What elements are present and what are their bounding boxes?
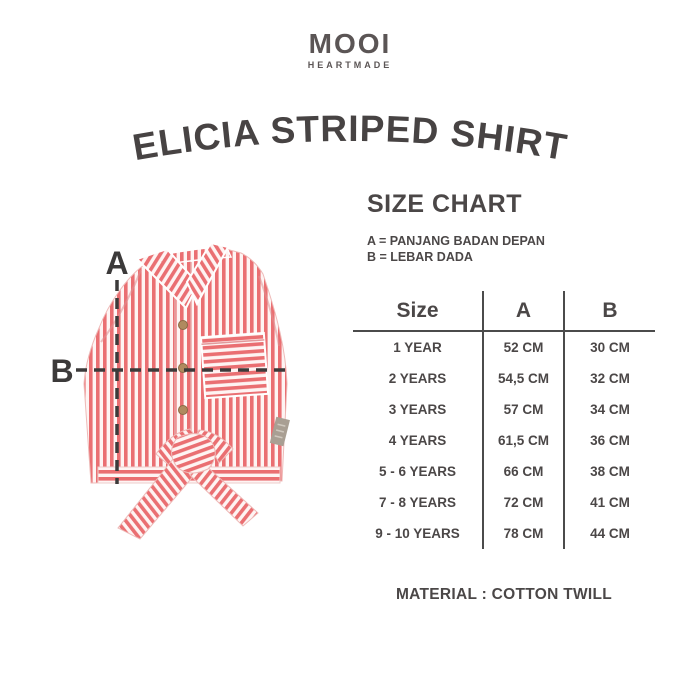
a-cell: 72 CM [482, 487, 564, 518]
a-cell: 78 CM [482, 518, 564, 549]
left-armhole [100, 269, 142, 343]
b-cell: 32 CM [563, 363, 655, 394]
chest-pocket [199, 331, 270, 400]
measure-label-b: B [50, 353, 73, 389]
size-cell: 1 YEAR [393, 340, 442, 355]
a-cell: 52 CM [482, 331, 564, 363]
legend-line-b: B = LEBAR DADA [367, 249, 473, 264]
measurement-lines: A B [50, 245, 291, 484]
a-cell: 54,5 CM [482, 363, 564, 394]
a-cell: 66 CM [482, 456, 564, 487]
table-row: 9 - 10 YEARS 78 CM 44 CM [353, 518, 655, 549]
b-cell: 30 CM [563, 331, 655, 363]
collar [135, 241, 233, 310]
brand-logo: MOOI HEARTMADE [0, 30, 700, 70]
tie-knot [117, 428, 259, 540]
legend-line-a: A = PANJANG BADAN DEPAN [367, 234, 545, 248]
size-chart-legend: A = PANJANG BADAN DEPAN B = LEBAR DADA [367, 234, 545, 265]
brand-tagline: HEARTMADE [307, 60, 393, 70]
b-cell: 44 CM [563, 518, 655, 549]
b-cell: 38 CM [563, 456, 655, 487]
right-armhole [258, 275, 280, 347]
a-cell: 57 CM [482, 394, 564, 425]
b-cell: 34 CM [563, 394, 655, 425]
product-title: ELICIA STRIPED SHIRT [130, 108, 571, 168]
measure-label-a: A [105, 245, 128, 281]
header-b: B [563, 291, 655, 332]
size-cell: 7 - 8 YEARS [378, 495, 457, 510]
size-cell: 9 - 10 YEARS [375, 526, 460, 541]
size-table-body: 1 YEAR 52 CM 30 CM 2 YEARS 54,5 CM 32 CM 3 YEA… [353, 331, 655, 549]
brand-name: MOOI [308, 28, 392, 59]
size-cell: 2 YEARS [388, 371, 447, 386]
b-cell: 36 CM [563, 425, 655, 456]
table-header-row: Size A B [353, 291, 655, 332]
shirt-diagram: A B [50, 241, 291, 540]
a-cell: 61,5 CM [482, 425, 564, 456]
shirt-illustration [83, 241, 290, 540]
material-note: MATERIAL : COTTON TWILL [395, 586, 613, 603]
table-row: 1 YEAR 52 CM 30 CM [353, 331, 655, 363]
size-cell: 5 - 6 YEARS [378, 464, 457, 479]
table-row: 7 - 8 YEARS 72 CM 41 CM [353, 487, 655, 518]
table-row: 4 YEARS 61,5 CM 36 CM [353, 425, 655, 456]
size-cell: 4 YEARS [388, 433, 447, 448]
product-title-arc: ELICIA STRIPED SHIRT [130, 108, 571, 168]
header-size: Size [353, 291, 483, 332]
side-tag [269, 416, 290, 447]
table-row: 3 YEARS 57 CM 34 CM [353, 394, 655, 425]
b-cell: 41 CM [563, 487, 655, 518]
table-row: 2 YEARS 54,5 CM 32 CM [353, 363, 655, 394]
header-a: A [482, 291, 564, 332]
table-row: 5 - 6 YEARS 66 CM 38 CM [353, 456, 655, 487]
size-chart-heading: SIZE CHART [367, 190, 522, 218]
size-table: Size A B 1 YEAR 52 CM 30 CM 2 YEARS 54,5 CM 3… [353, 291, 655, 549]
size-cell: 3 YEARS [388, 402, 447, 417]
